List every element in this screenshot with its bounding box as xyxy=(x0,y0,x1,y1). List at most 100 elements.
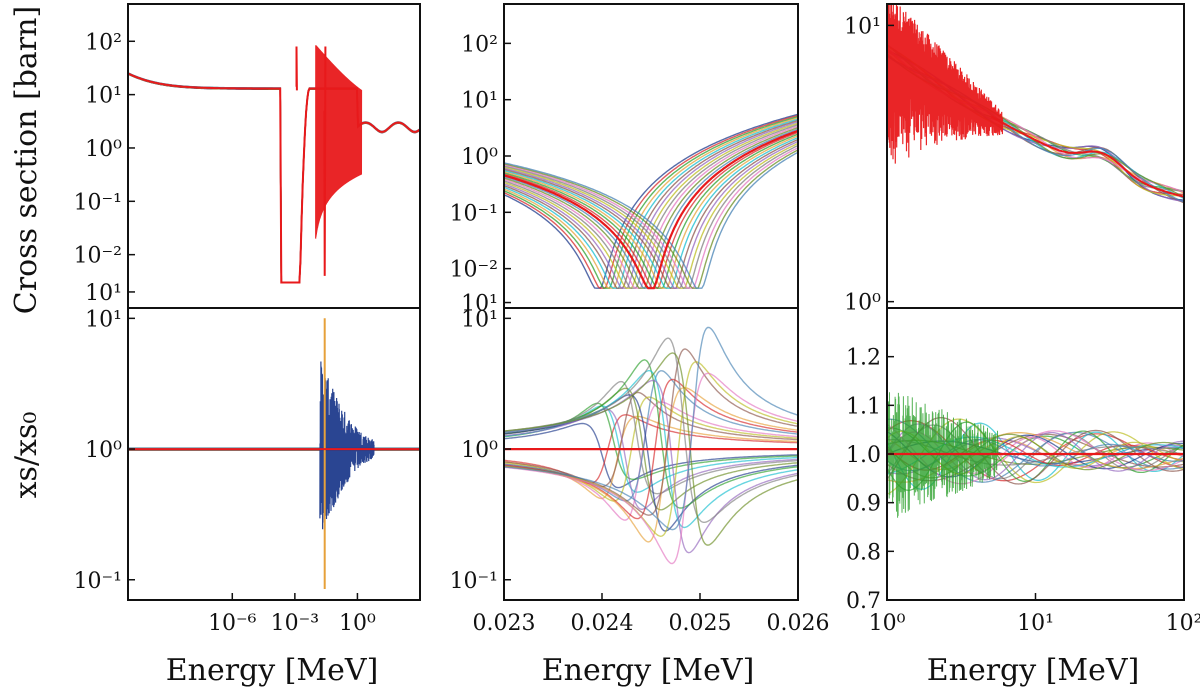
ratio-dip-line xyxy=(504,391,798,488)
x-axis-label-left: Energy [MeV] xyxy=(166,653,379,688)
xs-line xyxy=(128,72,420,284)
xs-dip-line xyxy=(504,133,798,289)
y-tick-label: 10⁰ xyxy=(85,137,122,162)
y-tick-label: 10¹ xyxy=(85,281,122,306)
panel-left-bottom-series xyxy=(128,318,420,589)
panel-right-top-series xyxy=(887,4,1184,204)
xs-line xyxy=(128,73,420,284)
xs-line xyxy=(128,72,420,284)
y-tick-label: 10¹ xyxy=(85,84,122,109)
x-tick-label: 10⁰ xyxy=(339,611,376,636)
xs-dip-line xyxy=(504,116,798,289)
y-tick-label: 10⁻² xyxy=(74,244,122,269)
xs-dip-line xyxy=(504,135,798,289)
xs-dip-line xyxy=(504,147,798,289)
xs-line xyxy=(128,73,420,284)
xs-dip-line xyxy=(504,121,798,289)
xs-dip-line xyxy=(504,117,798,289)
panel-left-bottom-frame xyxy=(127,307,421,601)
xs-dip-line xyxy=(504,140,798,289)
x-tick-label: 0.024 xyxy=(571,611,634,636)
y-tick-label: 10⁰ xyxy=(85,438,122,463)
x-axis-label-right: Energy [MeV] xyxy=(927,653,1140,688)
xs-dip-reference-line xyxy=(504,129,798,290)
xs-dip-line xyxy=(504,151,798,289)
x-tick-label: 10⁻³ xyxy=(271,611,319,636)
xs-resonance-forest xyxy=(315,45,363,239)
y-tick-label: 1.0 xyxy=(846,443,881,468)
x-tick-label: 0.023 xyxy=(473,611,536,636)
xs-dip-line xyxy=(504,138,798,289)
y-axis-label-cross-section: Cross section [barn] xyxy=(9,6,44,314)
ratio-dip-line xyxy=(504,352,798,546)
xs-dip-line xyxy=(504,128,798,289)
xs-dip-line xyxy=(504,119,798,289)
panel-right-top-frame xyxy=(886,3,1185,309)
y-tick-label: 10⁰ xyxy=(844,291,881,316)
xs-line xyxy=(128,72,420,284)
x-tick-label: 0.026 xyxy=(767,611,830,636)
panel-mid-bottom-series xyxy=(504,326,798,565)
ratio-dip-line xyxy=(504,372,798,565)
y-tick-label: 10⁻¹ xyxy=(450,201,498,226)
xs-dip-spike xyxy=(323,46,327,276)
y-tick-label: 10⁻¹ xyxy=(74,569,122,594)
xs-dip-line xyxy=(504,142,798,289)
xs-high-noise xyxy=(887,4,1004,164)
xs-dip-line xyxy=(504,113,798,289)
y-tick-label: 10² xyxy=(85,30,122,55)
xs-line xyxy=(128,72,420,284)
y-tick-label: 10² xyxy=(461,32,498,57)
y-tick-label: 10¹ xyxy=(461,89,498,114)
panel-left-top-series xyxy=(128,45,420,284)
xs-dip-line xyxy=(504,118,798,289)
ratio-high-line xyxy=(887,416,1184,485)
y-tick-label: 10⁻² xyxy=(450,258,498,283)
y-tick-label: 10⁻¹ xyxy=(74,190,122,215)
y-tick-label: 0.7 xyxy=(846,589,881,614)
y-tick-label: 0.8 xyxy=(846,540,881,565)
xs-line xyxy=(128,73,420,284)
xs-dip-line xyxy=(504,114,798,289)
xs-line xyxy=(128,72,420,284)
x-tick-label: 10⁻⁶ xyxy=(208,611,257,636)
x-tick-label: 10¹ xyxy=(1017,611,1054,636)
y-tick-label: 1.2 xyxy=(846,346,881,371)
panel-right-bottom-series xyxy=(887,392,1184,518)
x-tick-label: 10⁰ xyxy=(869,611,906,636)
xs-line xyxy=(128,72,420,284)
xs-line xyxy=(128,72,420,284)
panel-left-top-frame xyxy=(127,3,421,309)
panel-mid-top-frame xyxy=(503,3,799,309)
panel-mid-bottom-frame xyxy=(503,307,799,601)
ratio-high-noise xyxy=(887,392,999,518)
y-tick-label: 0.9 xyxy=(846,492,881,517)
x-axis-label-middle: Energy [MeV] xyxy=(542,653,755,688)
ratio-resonance-burst xyxy=(319,361,375,530)
y-tick-label: 10¹ xyxy=(85,307,122,332)
y-tick-label: 10⁰ xyxy=(461,145,498,170)
ratio-dip-line xyxy=(504,370,798,502)
xs-line xyxy=(128,72,420,284)
xs-dip-line xyxy=(504,136,798,289)
y-axis-label-ratio: xs/xs₀ xyxy=(9,412,44,499)
y-tick-label: 10¹ xyxy=(461,307,498,332)
x-tick-label: 10² xyxy=(1166,611,1200,636)
y-tick-label: 10¹ xyxy=(844,14,881,39)
y-tick-label: 10¹ xyxy=(461,292,498,317)
xs-dip-line xyxy=(504,149,798,289)
ratio-dip-line xyxy=(504,379,798,554)
xs-dip-line xyxy=(504,131,798,289)
ratio-dip-line xyxy=(504,408,798,511)
y-tick-label: 1.1 xyxy=(846,394,881,419)
ratio-dip-line xyxy=(504,326,798,531)
xs-line xyxy=(128,73,420,284)
xs-reference-line xyxy=(128,72,420,284)
panel-mid-top-series xyxy=(504,113,798,290)
xs-dip-line xyxy=(504,144,798,289)
x-tick-label: 0.025 xyxy=(669,611,732,636)
y-tick-label: 10⁻¹ xyxy=(450,569,498,594)
xs-high-reference-line xyxy=(990,115,1184,198)
y-tick-label: 10⁰ xyxy=(461,438,498,463)
